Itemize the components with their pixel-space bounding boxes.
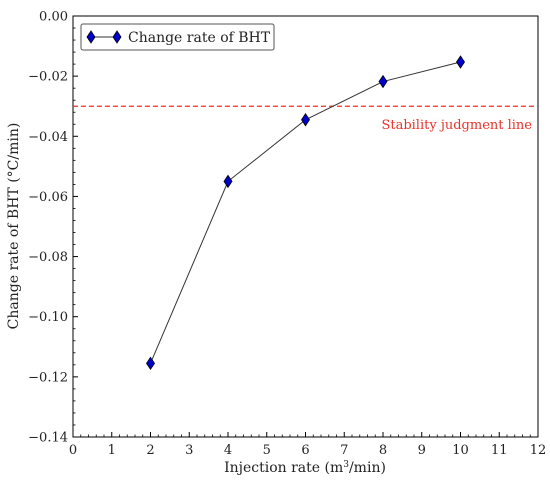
x-tick-label: 0 bbox=[69, 443, 77, 458]
reference-line-group: Stability judgment line bbox=[73, 105, 538, 133]
x-tick-label: 3 bbox=[185, 443, 193, 458]
stability-judgment-label: Stability judgment line bbox=[381, 118, 532, 133]
y-tick-label: 0.00 bbox=[39, 10, 68, 25]
legend-diamond-marker bbox=[112, 30, 122, 44]
x-tick-label: 5 bbox=[263, 443, 271, 458]
data-point-diamond bbox=[301, 113, 310, 127]
x-tick-label: 12 bbox=[530, 443, 547, 458]
x-tick-label: 7 bbox=[340, 443, 348, 458]
y-tick-label: −0.10 bbox=[28, 310, 68, 325]
legend-label: Change rate of BHT bbox=[128, 30, 271, 46]
x-tick-label: 9 bbox=[418, 443, 426, 458]
y-axis-label: Change rate of BHT (°C/min) bbox=[6, 123, 22, 330]
data-point-diamond bbox=[456, 55, 465, 69]
x-tick-label: 11 bbox=[491, 443, 508, 458]
y-tick-label: −0.08 bbox=[28, 250, 68, 265]
x-tick-label: 8 bbox=[379, 443, 387, 458]
x-tick-label: 4 bbox=[224, 443, 232, 458]
legend: Change rate of BHT bbox=[80, 23, 275, 51]
y-tick-label: −0.06 bbox=[28, 190, 68, 205]
data-point-diamond bbox=[223, 174, 233, 189]
x-tick-label: 2 bbox=[146, 443, 154, 458]
x-tick-label: 6 bbox=[301, 443, 309, 458]
x-axis-label: Injection rate (m3/min) bbox=[224, 460, 386, 476]
data-point-diamond bbox=[146, 356, 155, 371]
legend-box bbox=[80, 23, 275, 51]
y-tick-label: −0.12 bbox=[28, 370, 68, 385]
legend-diamond-marker bbox=[86, 30, 96, 44]
plot-area-frame bbox=[72, 15, 539, 438]
series-line bbox=[150, 61, 461, 364]
series-group bbox=[146, 55, 465, 371]
y-tick-label: −0.14 bbox=[28, 431, 68, 446]
y-tick-label: −0.04 bbox=[28, 130, 68, 145]
x-tick-label: 1 bbox=[108, 443, 116, 458]
data-point-diamond bbox=[378, 74, 388, 89]
y-tick-label: −0.02 bbox=[28, 70, 68, 85]
x-tick-label: 10 bbox=[452, 443, 469, 458]
axis-ticks: 0 1 2 3 4 5 6 7 8 9 10 11 120.00−0.02−0.04−0.06−0.08… bbox=[28, 10, 546, 459]
